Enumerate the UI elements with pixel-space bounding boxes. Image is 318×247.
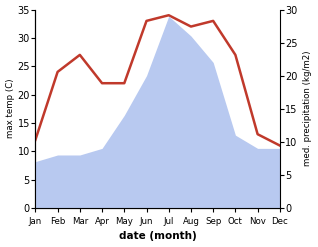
Y-axis label: max temp (C): max temp (C): [5, 79, 15, 139]
X-axis label: date (month): date (month): [119, 231, 197, 242]
Y-axis label: med. precipitation (kg/m2): med. precipitation (kg/m2): [303, 51, 313, 166]
